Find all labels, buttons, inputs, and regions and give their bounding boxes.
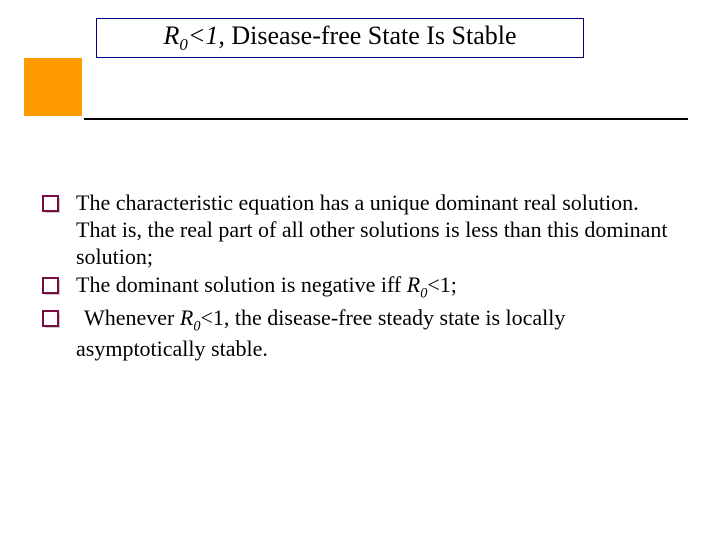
accent-corner: [24, 58, 82, 116]
title-rest: Disease-free State Is Stable: [225, 21, 517, 50]
title-r: R: [163, 21, 179, 50]
list-item: The characteristic equation has a unique…: [42, 190, 682, 270]
title-sub: 0: [179, 35, 187, 54]
title-mid: <1,: [188, 21, 225, 50]
content-area: The characteristic equation has a unique…: [42, 190, 682, 365]
horizontal-rule: [84, 118, 688, 120]
square-bullet-icon: [42, 310, 62, 328]
list-item: Whenever R0<1, the disease-free steady s…: [42, 305, 682, 363]
slide: R0<1, Disease-free State Is Stable The c…: [0, 0, 720, 540]
square-bullet-icon: [42, 277, 62, 295]
list-item-text: The dominant solution is negative iff R0…: [76, 272, 457, 303]
list-item-text: The characteristic equation has a unique…: [76, 190, 682, 270]
slide-title: R0<1, Disease-free State Is Stable: [163, 21, 516, 55]
list-item: The dominant solution is negative iff R0…: [42, 272, 682, 303]
list-item-text: Whenever R0<1, the disease-free steady s…: [76, 305, 682, 363]
title-box: R0<1, Disease-free State Is Stable: [96, 18, 584, 58]
square-bullet-icon: [42, 195, 62, 213]
